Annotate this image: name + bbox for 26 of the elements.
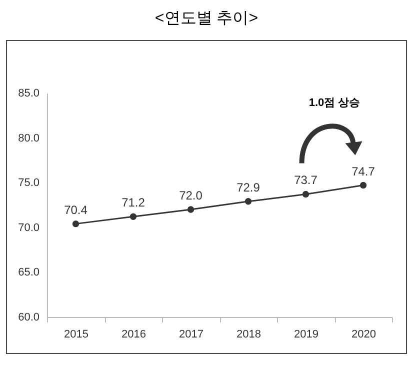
chart-title: <연도별 추이>: [154, 9, 260, 29]
x-tick-label: 2020: [352, 328, 376, 340]
annotation: 1.0점 상승: [308, 96, 360, 110]
point: [187, 206, 194, 213]
x-tick-label: 2016: [122, 328, 146, 340]
y-tick-label: 80.0: [18, 132, 40, 144]
x-tick-label: 2015: [64, 328, 88, 340]
x-tick-label: 2018: [236, 328, 261, 340]
data-label: 71.2: [122, 196, 146, 210]
data-label: 72.0: [179, 188, 203, 202]
y-tick-label: 70.0: [18, 222, 40, 234]
x-tick-label: 2017: [179, 328, 204, 340]
y-tick-label: 75.0: [18, 177, 40, 190]
x-tick-label: 2019: [294, 328, 318, 340]
point: [360, 182, 367, 189]
point: [244, 198, 252, 205]
data-label: 72.9: [236, 180, 260, 194]
point: [72, 220, 80, 228]
y-tick-label: 65.0: [18, 266, 40, 279]
data-label: 70.4: [64, 202, 88, 217]
y-tick-label: 60.0: [18, 312, 40, 324]
point: [302, 190, 310, 198]
point: [130, 213, 137, 220]
y-tick-label: 85.0: [18, 88, 40, 100]
data-label: 74.7: [352, 164, 376, 178]
data-label: 73.7: [294, 173, 318, 188]
